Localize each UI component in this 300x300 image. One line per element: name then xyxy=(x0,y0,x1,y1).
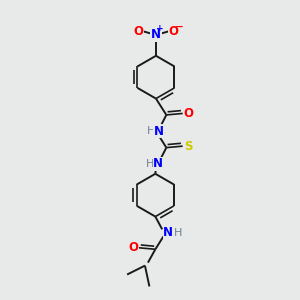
Text: N: N xyxy=(153,158,163,170)
Text: O: O xyxy=(169,25,179,38)
Text: O: O xyxy=(128,241,138,254)
Text: +: + xyxy=(156,24,163,33)
Text: O: O xyxy=(133,25,143,38)
Text: H: H xyxy=(146,126,155,136)
Text: O: O xyxy=(184,107,194,120)
Text: S: S xyxy=(184,140,192,153)
Text: N: N xyxy=(151,28,161,41)
Text: H: H xyxy=(146,159,154,169)
Text: N: N xyxy=(154,125,164,138)
Text: N: N xyxy=(163,226,173,239)
Text: −: − xyxy=(175,22,184,32)
Text: H: H xyxy=(173,228,182,238)
